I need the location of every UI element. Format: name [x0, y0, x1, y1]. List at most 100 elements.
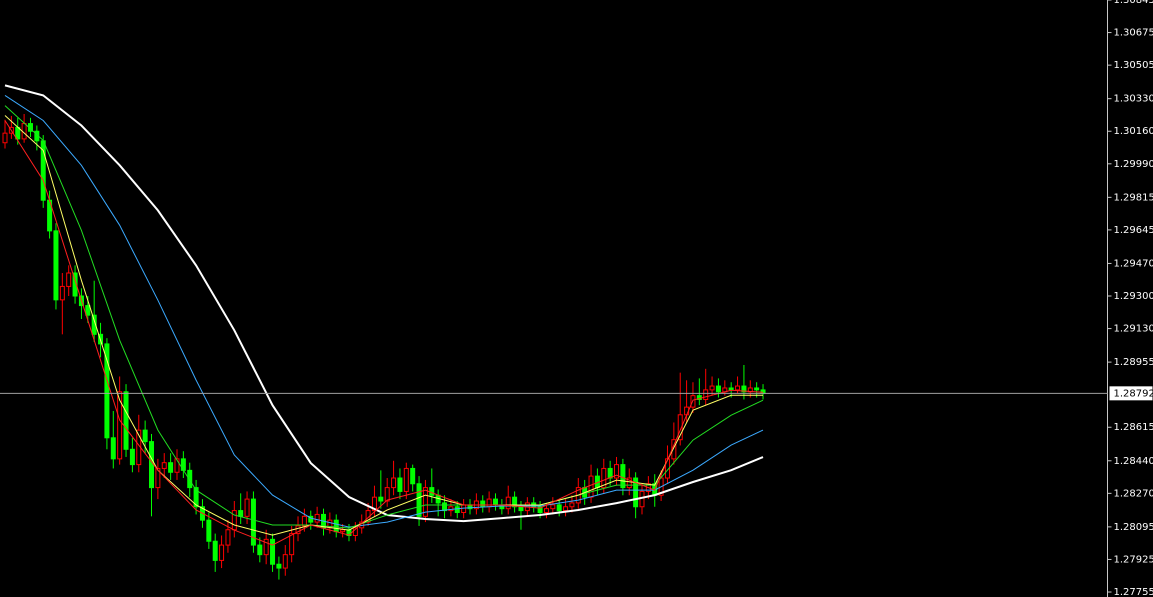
candle-body	[480, 500, 486, 508]
current-price-label: 1.28792	[1114, 388, 1153, 399]
y-tick-label: 1.28615	[1114, 422, 1153, 433]
candle-body	[193, 487, 199, 508]
candle-body	[633, 477, 639, 508]
candle-body	[129, 448, 135, 466]
candle-body	[454, 506, 460, 514]
y-tick-label: 1.28955	[1114, 357, 1153, 368]
candle-body	[505, 496, 511, 510]
candle-body	[601, 467, 607, 489]
candle-body	[53, 230, 59, 301]
y-tick-label: 1.29815	[1114, 192, 1153, 203]
candle-body	[569, 502, 575, 508]
candle-body	[91, 314, 97, 335]
candle-body	[263, 538, 269, 556]
candle-body	[741, 385, 747, 393]
y-tick-label: 1.29470	[1114, 258, 1153, 269]
candle-body	[448, 506, 454, 512]
candle-body	[206, 519, 212, 542]
candle-body	[735, 385, 741, 391]
candle-body	[295, 525, 301, 535]
y-tick-label: 1.28440	[1114, 456, 1153, 467]
candle-body	[543, 508, 549, 514]
candle-body	[276, 563, 282, 569]
candle-body	[212, 540, 218, 561]
candle-body	[588, 475, 594, 498]
candle-body	[422, 487, 428, 517]
candle-body	[371, 496, 377, 512]
candle-body	[397, 477, 403, 492]
candle-body	[403, 467, 409, 492]
candle-body	[314, 513, 320, 523]
candle-body	[626, 477, 632, 489]
candle-body	[518, 506, 524, 512]
candle-body	[238, 510, 244, 517]
y-tick-label: 1.28095	[1114, 522, 1153, 533]
candle-body	[492, 498, 498, 506]
candle-body	[308, 515, 314, 523]
candle-body	[556, 504, 562, 512]
candle-body	[416, 483, 422, 517]
candle-body	[391, 477, 397, 489]
y-tick-label: 1.27755	[1114, 587, 1153, 597]
candle-body	[754, 387, 760, 391]
y-tick-label: 1.30845	[1114, 0, 1153, 6]
candle-body	[340, 529, 346, 533]
candle-body	[486, 498, 492, 508]
candle-body	[187, 469, 193, 489]
candle-body	[550, 504, 556, 510]
candle-body	[709, 385, 715, 391]
candle-body	[250, 498, 256, 546]
candle-body	[15, 126, 21, 140]
candle-body	[563, 506, 569, 512]
candle-body	[639, 490, 645, 508]
candle-body	[2, 132, 8, 144]
candle-body	[378, 496, 384, 502]
candle-body	[620, 464, 626, 489]
candle-body	[728, 387, 734, 391]
candle-body	[760, 389, 766, 394]
candle-body	[715, 385, 721, 393]
candle-body	[442, 502, 448, 512]
moving-average-line	[4, 120, 764, 546]
candle-body	[85, 305, 91, 316]
candle-body	[142, 429, 148, 443]
candle-body	[219, 544, 225, 561]
candle-body	[333, 519, 339, 533]
candle-body	[384, 487, 390, 502]
candle-body	[59, 285, 65, 301]
y-tick-label: 1.29645	[1114, 225, 1153, 236]
y-tick-label: 1.29300	[1114, 291, 1153, 302]
moving-average-line	[4, 115, 763, 536]
candle-body	[174, 458, 180, 473]
y-tick-label: 1.28270	[1114, 488, 1153, 499]
y-tick-label: 1.30160	[1114, 126, 1153, 137]
candle-body	[301, 515, 307, 527]
candle-body	[703, 389, 709, 400]
candle-body	[66, 272, 72, 287]
candle-body	[270, 538, 276, 565]
candle-body	[72, 272, 78, 297]
y-tick-label: 1.30505	[1114, 60, 1153, 71]
candle-body	[123, 391, 129, 450]
y-tick-label: 1.29990	[1114, 159, 1153, 170]
candle-body	[117, 391, 123, 460]
candle-body	[104, 343, 110, 439]
candle-body	[225, 529, 231, 546]
y-tick-label: 1.30675	[1114, 28, 1153, 39]
candle-body	[410, 467, 416, 485]
y-tick-label: 1.27925	[1114, 554, 1153, 565]
moving-average-line	[4, 94, 764, 528]
candle-body	[512, 496, 518, 508]
y-tick-label: 1.30330	[1114, 94, 1153, 105]
candle-body	[257, 544, 263, 556]
candle-body	[282, 554, 288, 569]
candle-body	[161, 462, 167, 469]
candle-body	[149, 441, 155, 489]
current-price-box	[1109, 386, 1153, 401]
candle-body	[168, 462, 174, 473]
candle-body	[231, 510, 237, 531]
candle-body	[614, 464, 620, 479]
